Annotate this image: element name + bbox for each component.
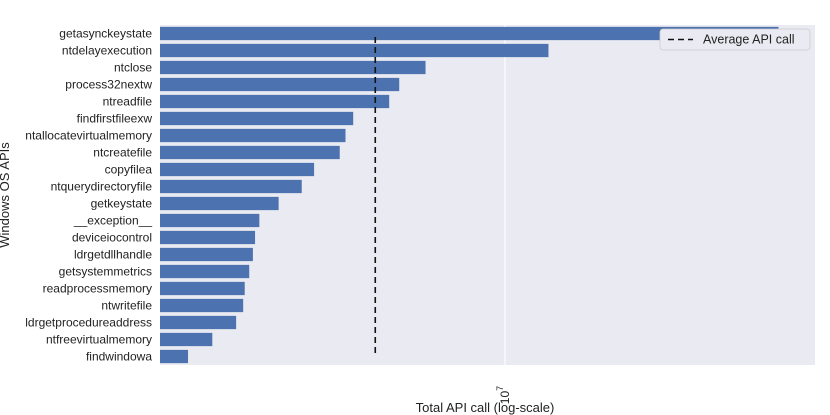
bar-ntwritefile [160, 298, 244, 313]
y-tick-label: copyfilea [105, 163, 153, 177]
bar-deviceiocontrol [160, 230, 256, 245]
bar-findwindowa [160, 349, 189, 364]
bar-ntcreatefile [160, 145, 340, 160]
y-tick-label: findfirstfileexw [77, 112, 153, 126]
y-tick-label: deviceiocontrol [72, 231, 152, 245]
bar-getsystemmetrics [160, 264, 250, 279]
bar-ntdelayexecution [160, 43, 549, 58]
bar-ldrgetdllhandle [160, 247, 253, 262]
y-tick-label: ntreadfile [103, 95, 153, 109]
legend-label: Average API call [703, 33, 795, 47]
bar-readprocessmemory [160, 281, 245, 296]
y-tick-label: ntquerydirectoryfile [51, 180, 153, 194]
bar-findfirstfileexw [160, 111, 354, 126]
y-tick-label: ntclose [114, 61, 152, 75]
legend-box [659, 28, 811, 51]
y-tick-label: ntcreatefile [93, 146, 152, 160]
y-tick-label: getsystemmetrics [59, 265, 152, 279]
bar-exception [160, 213, 260, 228]
y-tick-label: readprocessmemory [43, 282, 152, 296]
bar-copyfilea [160, 162, 315, 177]
y-tick-label: getasynckeystate [59, 27, 152, 41]
bar-getkeystate [160, 196, 279, 211]
y-tick-label: getkeystate [91, 197, 153, 211]
y-tick-label: ldrgetprocedureaddress [25, 316, 152, 330]
x-tick-labels: 107 [495, 386, 512, 404]
y-tick-label: ntdelayexecution [62, 44, 152, 58]
y-tick-label: ntwritefile [101, 299, 152, 313]
y-axis-label: Windows OS APIs [0, 142, 12, 248]
bar-ntclose [160, 60, 426, 75]
y-tick-labels: findwindowa ntfreevirtualmemory ldrgetproc… [25, 27, 152, 364]
bars [160, 26, 779, 364]
y-tick-label: process32nextw [65, 78, 152, 92]
bar-ntfreevirtualmemory [160, 332, 213, 347]
bar-getasynckeystate [160, 26, 779, 41]
x-axis-label: Total API call (log-scale) [416, 400, 555, 415]
bar-ntreadfile [160, 94, 390, 109]
y-tick-label: ntallocatevirtualmemory [25, 129, 152, 143]
y-tick-label: findwindowa [86, 350, 152, 364]
plot-background [160, 25, 815, 365]
y-tick-label: ntfreevirtualmemory [46, 333, 152, 347]
x-tick-label: 107 [495, 386, 512, 404]
legend: Average API call [659, 28, 811, 51]
y-tick-label: ldrgetdllhandle [74, 248, 152, 262]
bar-ntallocatevirtualmemory [160, 128, 346, 143]
bar-ntquerydirectoryfile [160, 179, 302, 194]
bar-process32nextw [160, 77, 400, 92]
bar-ldrgetprocedureaddress [160, 315, 237, 330]
y-tick-label: __exception__ [73, 214, 152, 228]
